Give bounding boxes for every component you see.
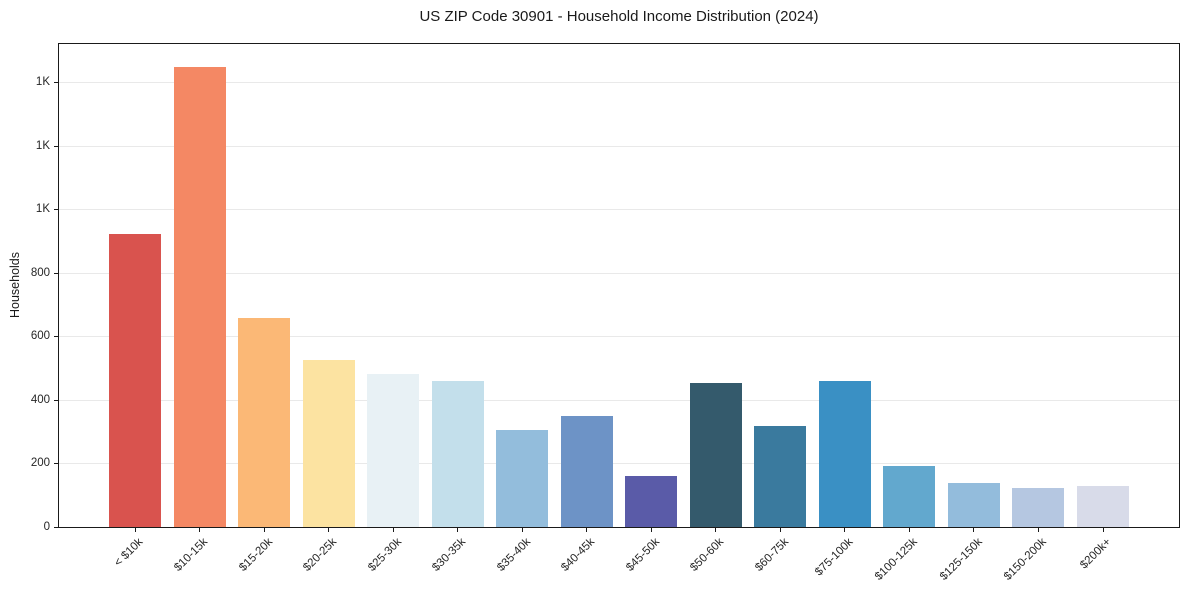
bar [431,381,484,527]
y-tick-label: 600 [30,330,50,343]
chart-title: US ZIP Code 30901 - Household Income Dis… [419,8,819,25]
x-tick-label: $40-45k [559,536,598,574]
x-tick-label: $15-20k [236,536,275,574]
x-tick-label: $25-30k [365,536,404,574]
x-tick-label: $50-60k [688,536,727,574]
bar [1012,488,1065,527]
bar [689,382,742,527]
bar [173,67,226,527]
gridline [59,82,1179,84]
y-tick-label: 1K [35,139,50,152]
x-tick [134,528,136,532]
y-tick [54,272,58,274]
y-tick-label: 800 [30,266,50,279]
gridline [59,145,1179,147]
y-tick [54,145,58,147]
gridline [59,463,1179,465]
y-tick [54,336,58,338]
x-tick-label: < $10k [112,536,146,570]
x-tick [650,528,652,532]
y-axis-title: Households [8,251,22,319]
x-tick [586,528,588,532]
x-tick [328,528,330,532]
x-tick [779,528,781,532]
x-tick [521,528,523,532]
x-tick [844,528,846,532]
bar [367,373,420,527]
bar [109,233,161,527]
x-tick-label: $75-100k [812,536,856,579]
gridline [59,336,1179,338]
x-tick [199,528,201,532]
x-tick-label: $45-50k [623,536,662,574]
bar [947,482,1000,527]
y-tick-label: 1K [35,203,50,216]
x-tick [263,528,265,532]
y-tick-label: 0 [43,520,50,533]
bar [625,475,678,527]
x-tick [1102,528,1104,532]
bar [818,380,871,527]
bar [302,359,355,527]
y-tick-label: 1K [35,76,50,89]
x-tick [1037,528,1039,532]
x-tick [457,528,459,532]
x-tick [908,528,910,532]
bar [560,416,613,527]
x-tick [973,528,975,532]
x-tick-label: $60-75k [752,536,791,574]
gridline [59,209,1179,211]
bar [754,426,807,527]
x-tick-label: $35-40k [494,536,533,574]
x-tick-label: $10-15k [172,536,211,574]
gridline [59,399,1179,401]
x-tick-label: $100-125k [872,536,920,583]
bar [238,318,291,527]
bar [496,430,549,527]
gridline [59,272,1179,274]
y-tick [54,463,58,465]
x-tick [715,528,717,532]
x-tick-label: $125-150k [937,536,985,583]
y-tick [54,399,58,401]
x-tick-label: $200k+ [1078,536,1114,572]
y-tick-label: 400 [30,393,50,406]
plot-area: 0 200 400 600 800 1K 1K 1K < $10k $10-15k $15-20k $… [31,43,1180,583]
x-tick [392,528,394,532]
x-tick-label: $150-200k [1002,536,1049,583]
y-tick [54,82,58,84]
y-tick [54,526,58,528]
bar [883,466,936,527]
x-tick-label: $30-35k [430,536,469,574]
y-tick [54,209,58,211]
x-tick-label: $20-25k [301,536,340,574]
y-tick-label: 200 [30,457,50,470]
bar [1077,485,1129,527]
